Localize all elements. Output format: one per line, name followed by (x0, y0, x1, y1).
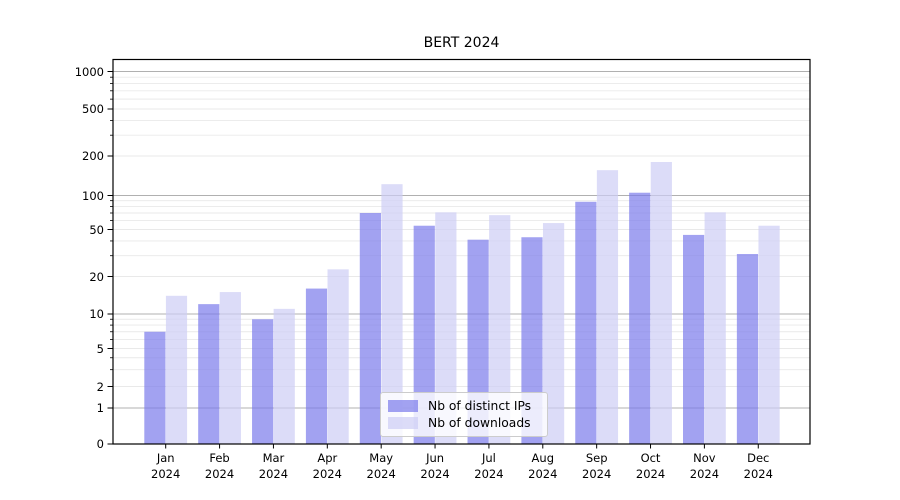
y-tick-label: 50 (89, 222, 104, 237)
y-tick-label: 10 (89, 307, 104, 321)
bar-downloads-may (381, 184, 403, 444)
y-tick-label: 100 (82, 188, 104, 203)
x-tick-label: Jun 2024 (420, 451, 450, 481)
bar-downloads-sep (596, 170, 619, 444)
bar-downloads-jan (165, 295, 188, 444)
x-tick-label: May 2024 (366, 451, 396, 481)
bar-downloads-aug (542, 223, 565, 444)
y-tick-label: 200 (82, 149, 104, 163)
legend-swatch-distinct-ips (388, 399, 418, 412)
bar-downloads-dec (758, 225, 780, 444)
bar-downloads-nov (704, 212, 726, 444)
legend-item-distinct-ips: Nb of distinct IPs (388, 399, 541, 413)
bar-distinct-ips-oct (629, 192, 651, 444)
bar-distinct-ips-nov (683, 234, 705, 444)
bar-downloads-feb (219, 292, 241, 444)
y-tick-label: 20 (89, 269, 104, 284)
bar-downloads-apr (327, 269, 349, 444)
legend-item-downloads: Nb of downloads (388, 416, 541, 430)
plot-border (112, 58, 811, 445)
bar-downloads-jul (489, 215, 511, 444)
x-tick-label: Feb 2024 (204, 451, 235, 481)
legend-label-distinct-ips: Nb of distinct IPs (428, 398, 532, 413)
y-tick-label: 5 (96, 341, 104, 356)
legend-swatch-downloads (388, 417, 418, 430)
bar-distinct-ips-jun (413, 225, 435, 444)
legend-label-downloads: Nb of downloads (428, 416, 531, 431)
bar-downloads-oct (650, 162, 672, 444)
y-tick-label: 500 (82, 102, 104, 116)
x-tick-label: Jan 2024 (151, 451, 181, 481)
chart-title: BERT 2024 (423, 35, 500, 51)
y-tick-label: 0 (96, 437, 104, 451)
x-tick-label: Nov 2024 (689, 451, 720, 481)
y-tick-label: 2 (96, 379, 104, 394)
bar-distinct-ips-jan (144, 331, 166, 444)
bar-distinct-ips-apr (305, 288, 328, 444)
bar-downloads-jun (435, 212, 457, 444)
x-tick-label: Mar 2024 (258, 451, 289, 481)
bar-distinct-ips-mar (252, 319, 274, 444)
x-tick-label: Oct 2024 (635, 451, 666, 481)
bar-distinct-ips-feb (198, 304, 220, 444)
x-tick-label: Sep 2024 (582, 451, 612, 481)
bar-distinct-ips-dec (736, 254, 759, 444)
legend: Nb of distinct IPs Nb of downloads (380, 392, 548, 437)
x-tick-label: Apr 2024 (312, 451, 342, 481)
x-tick-label: Jul 2024 (474, 451, 504, 481)
bar-downloads-mar (273, 308, 295, 444)
bar-distinct-ips-may (359, 212, 381, 444)
bar-distinct-ips-sep (575, 201, 597, 444)
y-tick-label: 1 (96, 401, 104, 415)
x-tick-label: Dec 2024 (743, 451, 773, 481)
y-tick-label: 1000 (74, 64, 104, 79)
x-tick-label: Aug 2024 (528, 451, 558, 481)
